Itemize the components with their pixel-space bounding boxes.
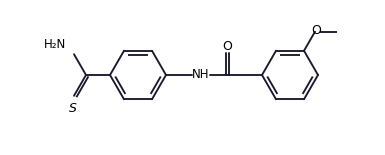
Text: S: S xyxy=(69,102,77,115)
Text: O: O xyxy=(311,24,321,37)
Text: H₂N: H₂N xyxy=(44,38,66,51)
Text: O: O xyxy=(223,40,233,53)
Text: NH: NH xyxy=(192,69,209,82)
